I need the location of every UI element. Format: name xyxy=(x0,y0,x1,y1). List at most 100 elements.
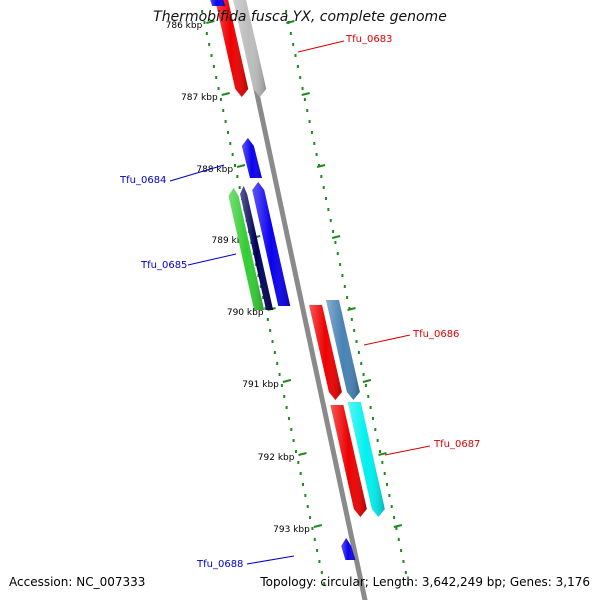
tick-label: 786 kbp xyxy=(166,21,203,31)
label-tfu-0685[interactable]: Tfu_0685 xyxy=(140,260,187,271)
minor-tick xyxy=(289,32,292,35)
minor-tick xyxy=(280,384,283,387)
minor-tick xyxy=(386,483,389,486)
minor-tick xyxy=(296,65,299,68)
minor-tick xyxy=(390,505,393,508)
minor-tick xyxy=(393,516,396,519)
minor-tick xyxy=(332,230,335,233)
major-ticks: 786 kbp 787 kbp 788 kbp 789 kbp 790 kbp 791 k… xyxy=(166,20,403,535)
major-tick xyxy=(316,164,326,168)
gene-arrow-shade xyxy=(330,405,367,517)
tick-label: 790 kbp xyxy=(227,308,264,318)
minor-tick xyxy=(407,582,410,585)
tick-label: 792 kbp xyxy=(258,453,295,463)
minor-tick xyxy=(212,65,215,68)
label-tfu-0683[interactable]: Tfu_0683 xyxy=(345,34,392,45)
minor-tick xyxy=(236,175,239,178)
minor-tick xyxy=(310,131,313,134)
label-tfu-0688[interactable]: Tfu_0688 xyxy=(196,559,243,570)
minor-tick xyxy=(381,461,384,464)
minor-tick xyxy=(301,87,304,90)
gene-arrow-shade xyxy=(240,186,274,310)
minor-tick xyxy=(388,494,391,497)
minor-tick xyxy=(350,318,353,321)
minor-tick xyxy=(231,153,234,156)
major-tick xyxy=(313,524,323,528)
minor-tick xyxy=(397,538,400,541)
minor-tick xyxy=(369,406,372,409)
label-tfu-0686[interactable]: Tfu_0686 xyxy=(412,329,459,340)
minor-tick xyxy=(353,329,356,332)
tick-label: 793 kbp xyxy=(273,525,310,535)
minor-tick xyxy=(299,76,302,79)
minor-tick xyxy=(400,549,403,552)
label-tfu-0684[interactable]: Tfu_0684 xyxy=(119,175,166,186)
minor-tick xyxy=(378,450,381,453)
major-tick xyxy=(298,452,307,456)
gene-arrow-shade xyxy=(233,0,267,97)
minor-tick xyxy=(306,505,309,508)
minor-tick xyxy=(334,241,337,244)
minor-tick xyxy=(309,516,312,519)
accession-text: Accession: NC_007333 xyxy=(9,575,146,589)
gene-labels: Tfu_0683 Tfu_0684 Tfu_0685 Tfu_0686 Tfu_… xyxy=(119,34,480,570)
major-tick xyxy=(393,524,403,528)
minor-tick xyxy=(262,296,265,299)
gene-features xyxy=(210,0,385,560)
minor-tick xyxy=(302,483,305,486)
major-tick xyxy=(378,452,387,456)
minor-tick xyxy=(297,461,300,464)
minor-tick xyxy=(219,98,222,101)
major-tick xyxy=(286,20,295,24)
minor-tick xyxy=(269,329,272,332)
label-tfu-0687[interactable]: Tfu_0687 xyxy=(433,439,480,450)
minor-tick xyxy=(343,285,346,288)
minor-tick xyxy=(336,252,339,255)
minor-tick xyxy=(229,142,232,145)
minor-tick xyxy=(320,571,323,574)
genome-summary-text: Topology: circular; Length: 3,642,249 bp… xyxy=(260,575,590,589)
minor-tick xyxy=(285,10,288,13)
minor-tick xyxy=(264,307,267,310)
minor-tick xyxy=(383,472,386,475)
minor-tick xyxy=(402,560,405,563)
major-tick xyxy=(347,307,356,311)
minor-tick xyxy=(273,351,276,354)
gene-arrow-shade xyxy=(309,305,342,400)
minor-tick xyxy=(215,76,218,79)
minor-tick xyxy=(316,549,319,552)
minor-tick xyxy=(294,54,297,57)
minor-tick xyxy=(259,285,262,288)
minor-tick xyxy=(271,340,274,343)
minor-tick xyxy=(294,450,297,453)
gene-arrow-shade xyxy=(228,188,265,310)
minor-tick xyxy=(233,164,236,167)
minor-tick xyxy=(313,538,316,541)
minor-tick xyxy=(362,373,365,376)
minor-tick xyxy=(346,296,349,299)
major-tick xyxy=(362,379,372,383)
minor-tick xyxy=(238,186,241,189)
minor-tick xyxy=(276,362,279,365)
minor-tick xyxy=(292,439,295,442)
gene-arrow-shade xyxy=(215,0,249,97)
minor-tick xyxy=(306,109,309,112)
minor-tick xyxy=(320,175,323,178)
minor-tick xyxy=(266,318,269,321)
major-tick xyxy=(221,92,230,96)
minor-tick xyxy=(339,263,342,266)
gene-arrow-shade xyxy=(241,138,262,178)
minor-tick xyxy=(318,560,321,563)
minor-tick xyxy=(395,527,398,530)
minor-tick xyxy=(285,406,288,409)
minor-tick xyxy=(208,43,211,46)
minor-tick xyxy=(308,120,311,123)
gene-arrow-shade xyxy=(347,402,385,517)
minor-tick xyxy=(341,274,344,277)
minor-tick xyxy=(364,384,367,387)
minor-tick xyxy=(205,32,208,35)
minor-tick xyxy=(357,351,360,354)
minor-tick xyxy=(292,43,295,46)
leader-tfu-0683 xyxy=(297,40,345,53)
